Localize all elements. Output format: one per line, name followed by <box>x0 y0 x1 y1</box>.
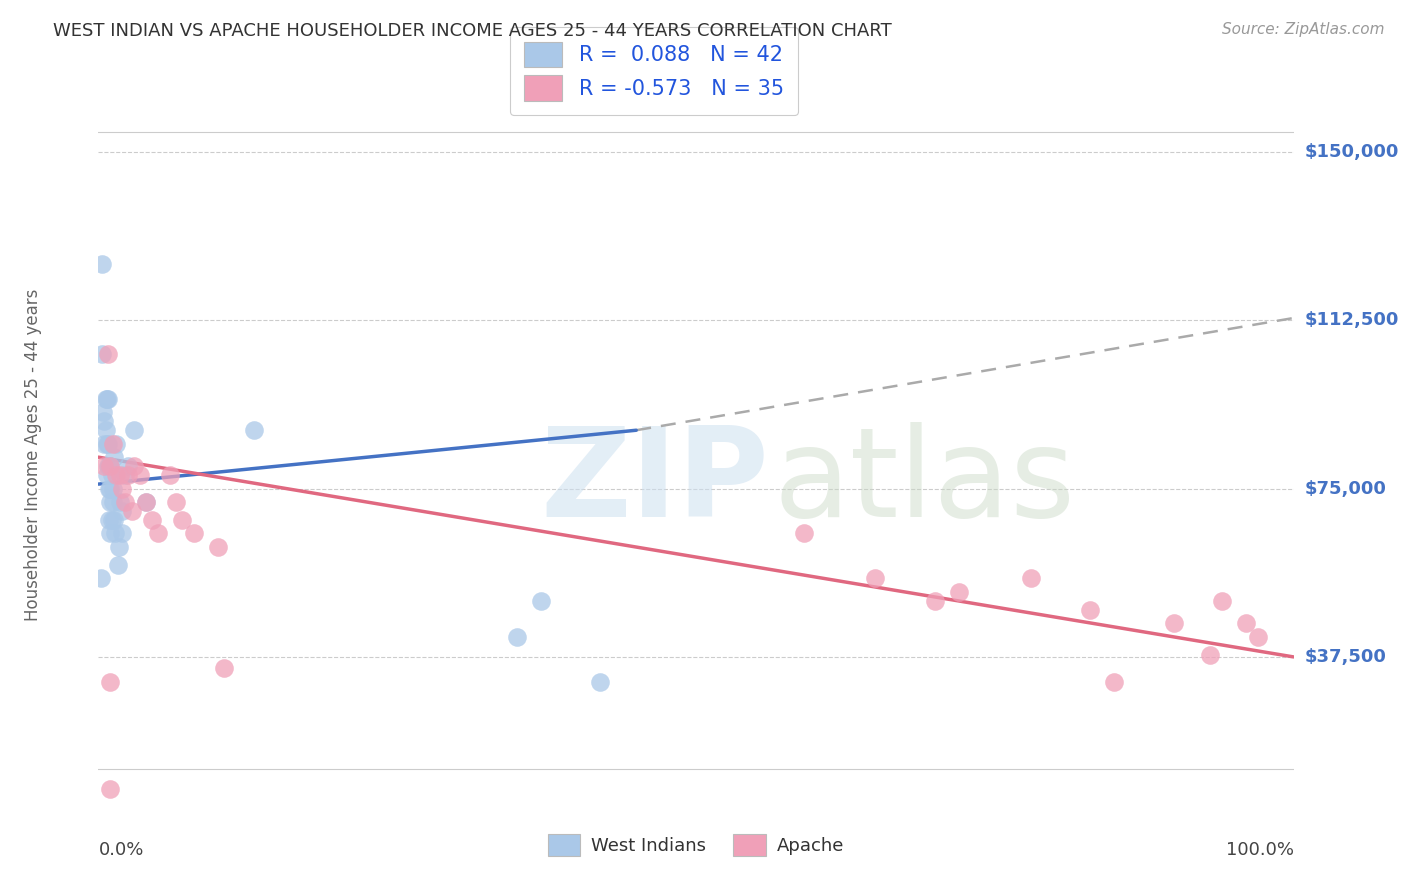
Point <box>124 423 146 437</box>
Point <box>121 504 143 518</box>
Point <box>98 459 122 474</box>
Point <box>94 392 117 406</box>
Point <box>207 540 229 554</box>
Point <box>98 482 122 496</box>
Point <box>98 459 121 474</box>
Point <box>103 513 125 527</box>
Point <box>530 594 553 608</box>
Text: ZIP: ZIP <box>541 422 769 543</box>
Point <box>97 436 120 450</box>
Point <box>94 423 117 437</box>
Point <box>101 436 124 450</box>
Point <box>100 513 122 527</box>
Point <box>107 540 129 554</box>
Point <box>98 495 122 509</box>
Point <box>165 495 187 509</box>
Point <box>948 584 970 599</box>
Point <box>91 405 114 419</box>
Point <box>1247 630 1270 644</box>
Point <box>97 347 120 361</box>
Point <box>111 526 134 541</box>
Point <box>93 414 115 428</box>
Point <box>103 450 125 465</box>
Point <box>97 459 120 474</box>
Point <box>114 468 136 483</box>
Point <box>793 526 815 541</box>
Text: 0.0%: 0.0% <box>98 841 143 859</box>
Point <box>114 495 136 509</box>
Text: $37,500: $37,500 <box>1305 648 1386 666</box>
Point <box>93 436 115 450</box>
Point <box>108 468 131 483</box>
Point <box>105 436 128 450</box>
Text: $75,000: $75,000 <box>1305 480 1386 498</box>
Point <box>96 392 118 406</box>
Point <box>148 526 170 541</box>
Text: 100.0%: 100.0% <box>1226 841 1294 859</box>
Point <box>98 674 122 689</box>
Point <box>1019 571 1042 585</box>
Point <box>98 459 122 474</box>
Point <box>243 423 266 437</box>
Point <box>108 495 131 509</box>
Text: WEST INDIAN VS APACHE HOUSEHOLDER INCOME AGES 25 - 44 YEARS CORRELATION CHART: WEST INDIAN VS APACHE HOUSEHOLDER INCOME… <box>53 22 893 40</box>
Text: $150,000: $150,000 <box>1305 143 1399 161</box>
Point <box>111 504 134 518</box>
Point <box>97 392 120 406</box>
Point <box>135 495 157 509</box>
Point <box>105 468 128 483</box>
Point <box>1211 594 1233 608</box>
Point <box>98 513 121 527</box>
Text: atlas: atlas <box>773 422 1076 543</box>
Point <box>90 571 112 585</box>
Point <box>172 513 194 527</box>
Point <box>93 459 115 474</box>
Point <box>1163 616 1185 631</box>
Point <box>129 468 152 483</box>
Point <box>107 558 129 572</box>
Point <box>117 459 139 474</box>
Point <box>183 526 205 541</box>
Point <box>212 661 235 675</box>
Point <box>159 468 181 483</box>
Text: Householder Income Ages 25 - 44 years: Householder Income Ages 25 - 44 years <box>24 289 42 621</box>
Point <box>924 594 946 608</box>
Point <box>1199 648 1222 662</box>
Legend: West Indians, Apache: West Indians, Apache <box>541 827 851 863</box>
Point <box>98 782 122 797</box>
Point <box>124 459 146 474</box>
Text: Source: ZipAtlas.com: Source: ZipAtlas.com <box>1222 22 1385 37</box>
Point <box>100 468 122 483</box>
Point <box>506 630 529 644</box>
Point <box>589 674 612 689</box>
Point <box>1104 674 1126 689</box>
Point <box>135 495 157 509</box>
Point <box>117 468 139 483</box>
Point <box>865 571 887 585</box>
Point <box>1080 603 1102 617</box>
Point <box>96 468 118 483</box>
Point <box>101 482 124 496</box>
Point <box>141 513 163 527</box>
Point <box>104 526 127 541</box>
Point <box>1234 616 1257 631</box>
Point <box>91 347 114 361</box>
Point <box>91 257 114 271</box>
Point <box>98 526 122 541</box>
Point <box>98 482 121 496</box>
Point <box>101 495 124 509</box>
Point <box>96 436 118 450</box>
Point <box>111 482 134 496</box>
Text: $112,500: $112,500 <box>1305 311 1399 329</box>
